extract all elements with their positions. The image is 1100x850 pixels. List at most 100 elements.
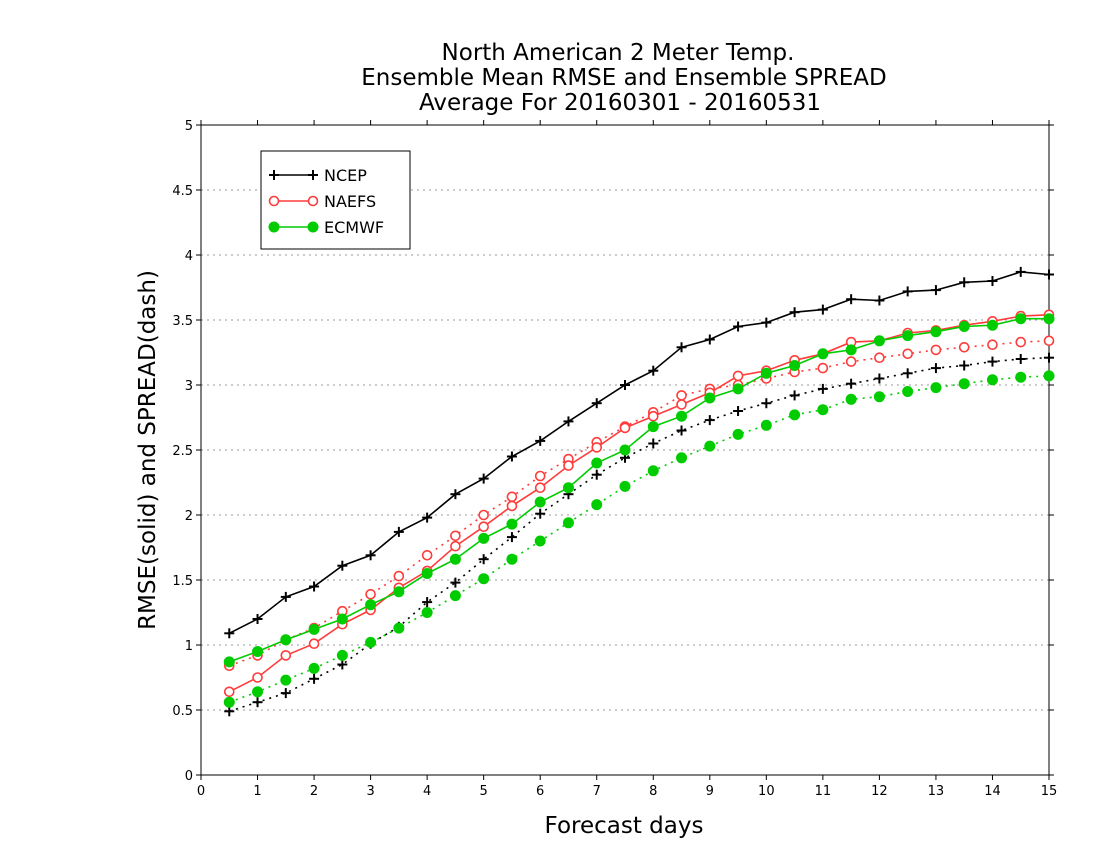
point-ncep-rmse-3 — [309, 581, 320, 592]
point-ecmwf-rmse-4 — [336, 613, 348, 625]
x-tick-label-6: 6 — [536, 784, 544, 799]
point-ecmwf-spread-7 — [421, 607, 433, 618]
point-ncep-rmse-28 — [1015, 266, 1026, 277]
point-naefs-rmse-18 — [732, 370, 744, 382]
point-ecmwf-rmse-2 — [280, 634, 292, 646]
legend-marker-right-ncep — [308, 170, 318, 180]
y-tick-label-1: 0.5 — [172, 704, 193, 719]
y-tick-label-7: 3.5 — [172, 314, 193, 329]
legend: NCEP NAEFS ECMWF — [260, 150, 411, 250]
point-ecmwf-rmse-13 — [591, 457, 603, 469]
point-naefs-rmse-2 — [280, 650, 292, 661]
point-ecmwf-spread-15 — [647, 465, 659, 477]
point-ecmwf-rmse-22 — [845, 344, 857, 356]
point-naefs-spread-22 — [845, 356, 857, 367]
point-ncep-rmse-11 — [535, 435, 546, 446]
point-ecmwf-spread-16 — [676, 452, 688, 464]
point-ncep-rmse-16 — [676, 342, 687, 353]
legend-marker-left-ncep — [269, 170, 279, 180]
point-naefs-spread-9 — [478, 509, 489, 521]
point-naefs-rmse-12 — [563, 460, 574, 471]
point-ncep-spread-1 — [252, 697, 263, 708]
point-ncep-spread-22 — [846, 378, 857, 389]
point-naefs-rmse-3 — [308, 638, 320, 650]
point-ncep-rmse-4 — [337, 560, 348, 571]
point-ecmwf-rmse-20 — [789, 360, 801, 371]
point-ecmwf-spread-9 — [478, 573, 490, 585]
point-ncep-rmse-27 — [987, 276, 998, 286]
point-ecmwf-spread-14 — [619, 480, 631, 492]
x-tick-label-7: 7 — [593, 784, 601, 799]
point-ncep-spread-7 — [422, 597, 433, 608]
point-naefs-rmse-15 — [647, 410, 659, 422]
point-naefs-rmse-14 — [619, 422, 631, 434]
point-ncep-rmse-13 — [591, 398, 602, 409]
x-tick-label-11: 11 — [815, 784, 832, 799]
series-ecmwf-rmse — [223, 313, 1055, 668]
point-ecmwf-rmse-7 — [421, 568, 433, 579]
point-ecmwf-spread-21 — [817, 404, 829, 416]
x-tick-label-8: 8 — [649, 784, 657, 799]
point-ecmwf-rmse-21 — [817, 348, 829, 360]
point-ecmwf-rmse-15 — [647, 421, 659, 433]
point-ncep-rmse-12 — [563, 416, 574, 427]
point-ecmwf-rmse-3 — [308, 623, 320, 635]
point-ncep-rmse-0 — [224, 628, 235, 639]
series-group — [223, 266, 1055, 717]
point-ecmwf-rmse-29 — [1043, 313, 1055, 325]
point-ncep-rmse-29 — [1044, 269, 1054, 280]
y-tick-label-9: 4.5 — [172, 184, 193, 199]
point-ncep-spread-4 — [337, 659, 348, 670]
legend-box — [260, 150, 411, 250]
y-tick-label-3: 1.5 — [172, 574, 193, 589]
point-ncep-rmse-15 — [648, 365, 659, 376]
point-ecmwf-spread-24 — [902, 386, 914, 397]
point-ecmwf-spread-26 — [958, 378, 970, 390]
point-ecmwf-spread-4 — [336, 649, 348, 661]
legend-marker-right-ecmwf — [307, 221, 319, 233]
point-naefs-rmse-10 — [506, 500, 518, 512]
point-ncep-spread-0 — [224, 706, 235, 717]
legend-item-ecmwf: ECMWF — [268, 218, 384, 237]
point-ncep-spread-26 — [959, 360, 970, 371]
point-ncep-spread-18 — [733, 406, 744, 416]
point-ecmwf-rmse-5 — [365, 599, 377, 611]
x-axis-label: Forecast days — [545, 813, 704, 839]
point-ncep-rmse-22 — [846, 294, 857, 305]
y-tick-label-10: 5 — [185, 119, 193, 134]
y-axis-label: RMSE(solid) and SPREAD(dash) — [135, 270, 161, 630]
point-ecmwf-rmse-8 — [449, 553, 461, 565]
point-naefs-rmse-13 — [591, 442, 603, 453]
point-naefs-spread-11 — [534, 470, 546, 482]
point-ncep-spread-16 — [676, 425, 687, 436]
x-tick-label-2: 2 — [310, 784, 318, 799]
point-ecmwf-spread-17 — [704, 440, 716, 452]
x-tick-label-12: 12 — [871, 784, 888, 799]
point-ncep-spread-15 — [648, 438, 659, 449]
point-ecmwf-rmse-9 — [478, 532, 490, 544]
point-ncep-spread-29 — [1044, 352, 1054, 363]
point-ecmwf-rmse-0 — [223, 656, 235, 668]
point-ncep-spread-17 — [704, 415, 715, 426]
point-ncep-rmse-19 — [761, 317, 772, 328]
point-ecmwf-rmse-6 — [393, 586, 405, 598]
point-ncep-rmse-23 — [874, 295, 885, 306]
point-ncep-rmse-2 — [280, 591, 291, 602]
point-ncep-spread-11 — [535, 508, 546, 519]
point-ncep-rmse-25 — [930, 285, 941, 296]
point-ecmwf-spread-19 — [760, 419, 772, 431]
point-naefs-spread-28 — [1015, 336, 1027, 348]
y-tick-label-5: 2.5 — [172, 444, 193, 459]
point-naefs-spread-26 — [958, 341, 970, 353]
point-ncep-rmse-18 — [733, 321, 744, 332]
point-ecmwf-spread-25 — [930, 382, 942, 394]
x-tick-label-10: 10 — [758, 784, 775, 799]
line-ecmwf-spread — [228, 375, 1050, 703]
point-ncep-rmse-14 — [620, 380, 630, 390]
point-ecmwf-rmse-1 — [252, 646, 264, 657]
legend-label-naefs: NAEFS — [324, 192, 376, 211]
point-ncep-spread-21 — [817, 383, 828, 394]
point-ecmwf-spread-1 — [252, 686, 264, 698]
point-ecmwf-rmse-26 — [958, 321, 970, 332]
point-ncep-rmse-7 — [422, 512, 433, 523]
